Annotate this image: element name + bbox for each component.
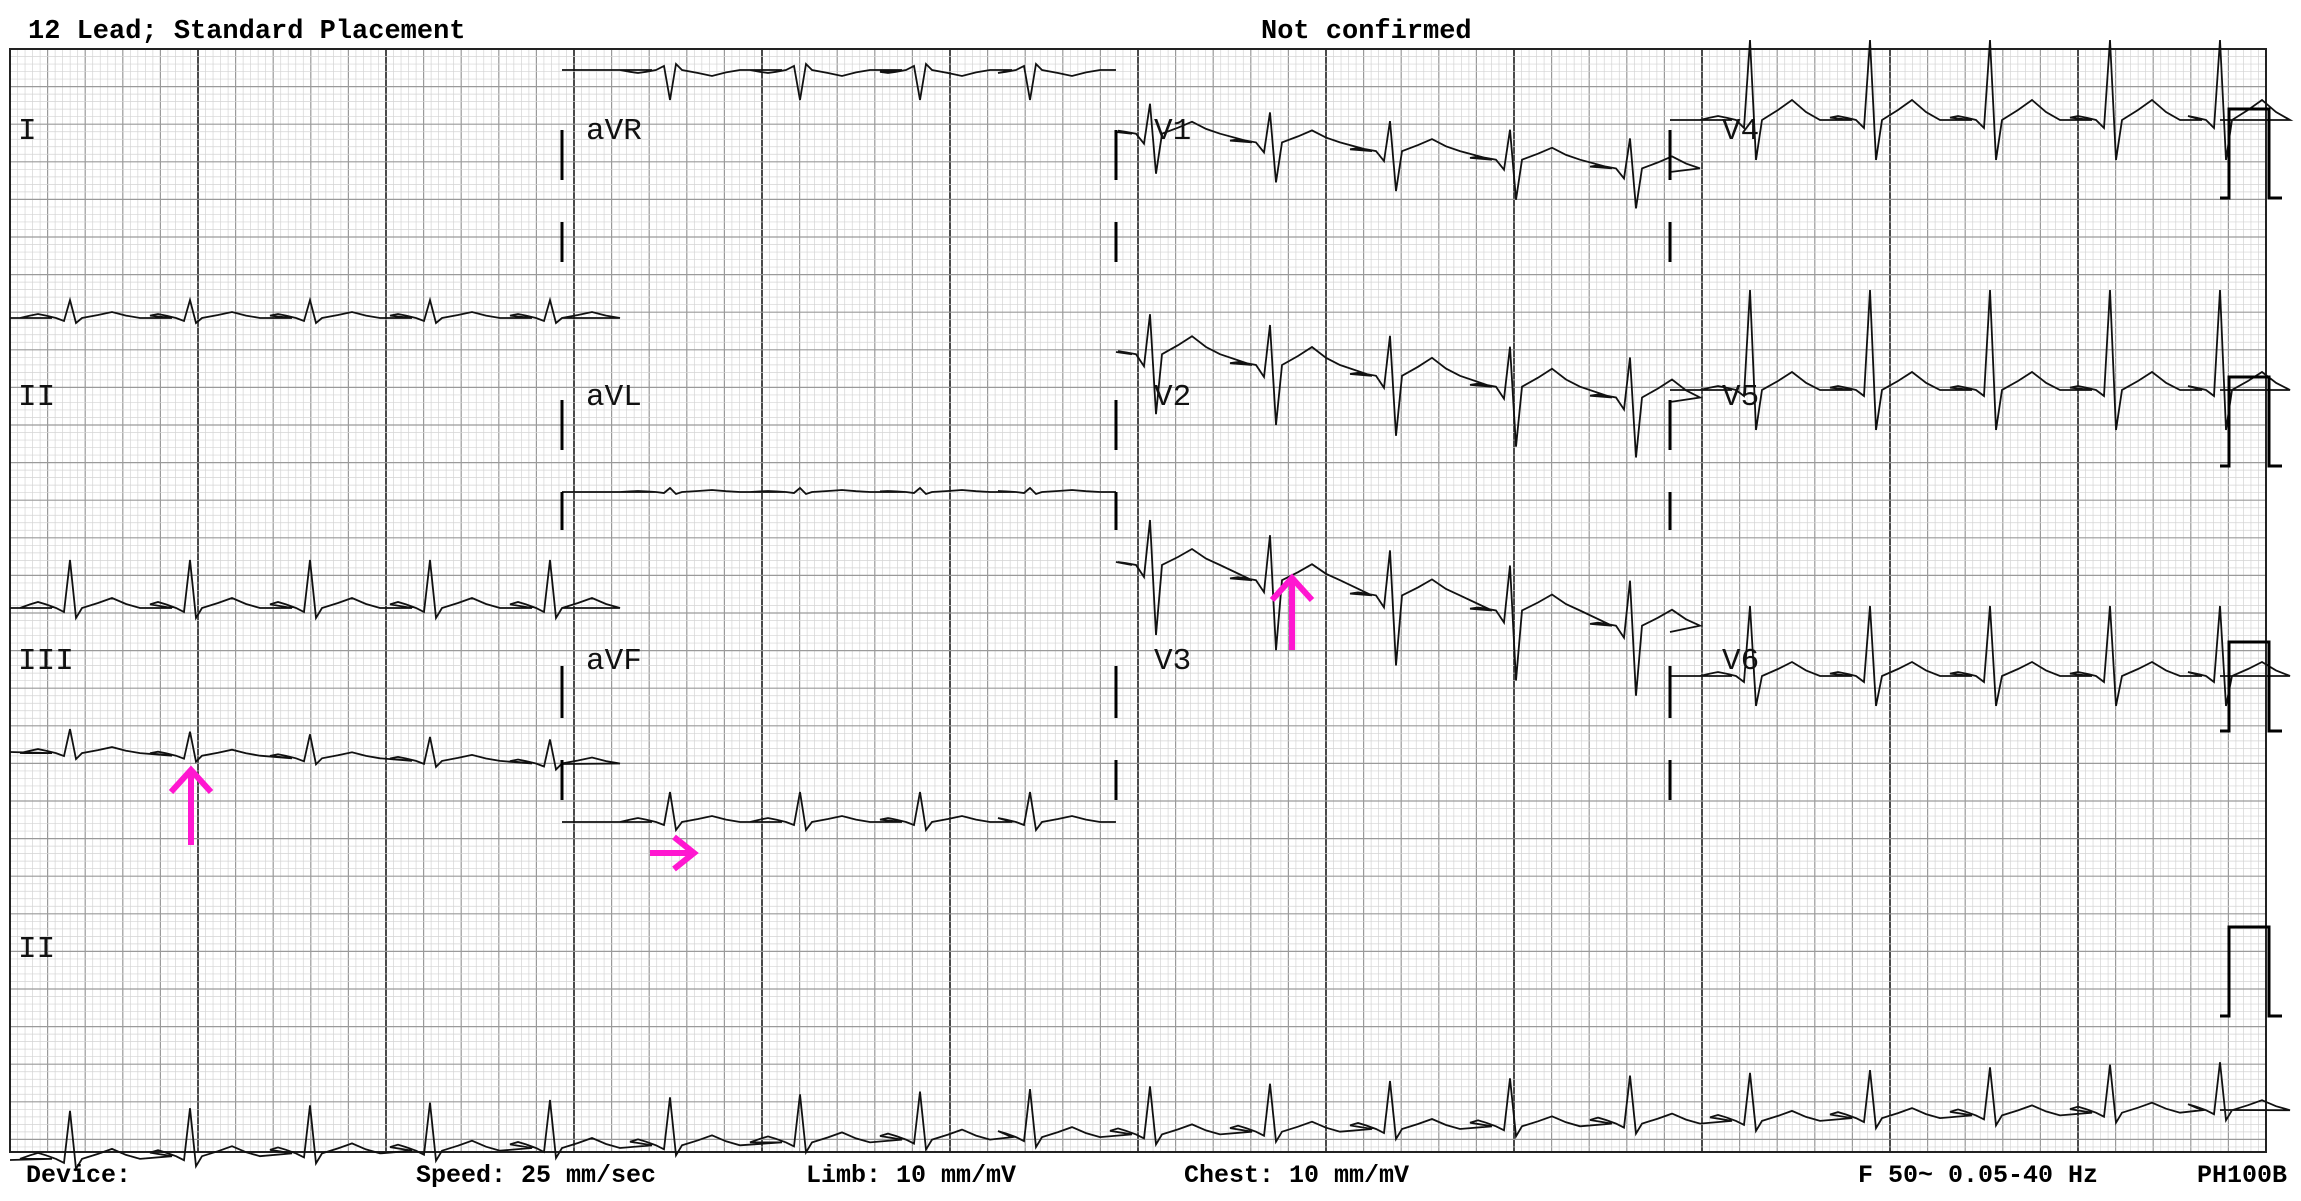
trace-rhythm-ii	[9, 1062, 2291, 1172]
calibration-pulses	[2220, 107, 2282, 1018]
ecg-grid	[9, 48, 2267, 1153]
lead-label-v1: V1	[1154, 114, 1192, 149]
report-title: 12 Lead; Standard Placement	[28, 17, 466, 47]
trace-ii	[10, 559, 621, 621]
arrow-up-icon	[1269, 573, 1315, 650]
trace-iii	[9, 728, 621, 772]
calibration-pulse	[2220, 375, 2282, 468]
lead-label-rhythm-ii: II	[18, 932, 56, 967]
footer-device: Device:	[26, 1161, 132, 1190]
trace-avr	[562, 62, 1116, 101]
lead-label-ii: II	[18, 380, 56, 415]
trace-v2	[1115, 314, 1703, 458]
lead-label-v6: V6	[1722, 644, 1760, 679]
lead-label-avf: aVF	[586, 644, 642, 679]
footer-speed: Speed: 25 mm/sec	[416, 1161, 657, 1190]
confirmation-status: Not confirmed	[1261, 17, 1472, 47]
footer-chest-gain: Chest: 10 mm/mV	[1184, 1161, 1410, 1190]
trace-i	[10, 296, 621, 325]
lead-label-iii: III	[18, 644, 74, 679]
trace-v4	[1670, 39, 2294, 161]
trace-v3	[1115, 519, 1703, 696]
trace-v6	[1670, 605, 2291, 707]
trace-v5	[1670, 289, 2291, 431]
calibration-pulse	[2220, 925, 2282, 1018]
lead-label-v3: V3	[1154, 644, 1192, 679]
lead-label-v5: V5	[1722, 380, 1760, 415]
trace-v1	[1115, 103, 1701, 209]
footer-device-model: PH100B	[2197, 1161, 2288, 1190]
trace-avf	[562, 791, 1116, 833]
lead-label-v4: V4	[1722, 114, 1760, 149]
footer-filter: F 50~ 0.05-40 Hz	[1858, 1161, 2099, 1190]
trace-avl	[562, 486, 1116, 496]
footer-limb-gain: Limb: 10 mm/mV	[806, 1161, 1017, 1190]
annotation-arrows	[168, 573, 1315, 872]
lead-label-avl: aVL	[586, 380, 642, 415]
lead-separators	[560, 130, 1672, 800]
calibration-pulse	[2220, 107, 2282, 200]
lead-label-v2: V2	[1154, 380, 1192, 415]
ecg-traces	[9, 39, 2294, 1172]
lead-label-avr: aVR	[586, 114, 642, 149]
arrow-right-icon	[650, 834, 699, 872]
lead-label-i: I	[18, 114, 37, 149]
arrow-up-icon	[168, 765, 214, 845]
calibration-pulse	[2220, 640, 2282, 733]
